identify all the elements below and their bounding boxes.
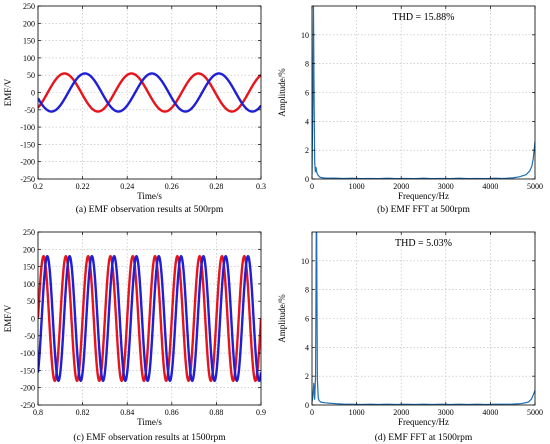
x-axis-label: Frequency/Hz bbox=[398, 417, 449, 427]
y-axis-label: EMF/V bbox=[3, 304, 13, 332]
x-tick-label: 0.9 bbox=[256, 408, 266, 417]
y-tick-label: 200 bbox=[23, 245, 35, 254]
y-tick-label: 50 bbox=[27, 297, 35, 306]
x-tick-label: 4000 bbox=[482, 408, 498, 417]
y-tick-label: 100 bbox=[23, 280, 35, 289]
y-tick-label: 4 bbox=[305, 117, 309, 126]
y-tick-label: -250 bbox=[20, 175, 35, 184]
panel-caption: (b) EMF FFT at 500rpm bbox=[377, 204, 470, 215]
y-tick-label: -200 bbox=[20, 158, 35, 167]
y-tick-label: 0 bbox=[31, 89, 35, 98]
x-tick-label: 5000 bbox=[527, 182, 543, 191]
y-tick-label: 50 bbox=[27, 71, 35, 80]
y-tick-label: 0 bbox=[305, 175, 309, 184]
x-tick-label: 0.2 bbox=[33, 182, 43, 191]
x-tick-label: 2000 bbox=[393, 408, 409, 417]
series-line-1 bbox=[312, 232, 535, 405]
x-axis-label: Time/s bbox=[137, 191, 162, 201]
y-tick-label: -200 bbox=[20, 384, 35, 393]
x-tick-label: 0 bbox=[310, 182, 314, 191]
thd-annotation: THD = 5.03% bbox=[395, 238, 452, 249]
y-tick-label: -100 bbox=[20, 349, 35, 358]
x-tick-label: 4000 bbox=[482, 182, 498, 191]
x-tick-label: 0 bbox=[310, 408, 314, 417]
x-tick-label: 0.88 bbox=[209, 408, 223, 417]
y-tick-label: 2 bbox=[305, 372, 309, 381]
x-tick-label: 5000 bbox=[527, 408, 543, 417]
x-tick-label: 2000 bbox=[393, 182, 409, 191]
y-tick-label: 8 bbox=[305, 60, 309, 69]
y-tick-label: 4 bbox=[305, 343, 309, 352]
y-axis-label: Amplitude/% bbox=[277, 68, 287, 117]
x-axis-label: Frequency/Hz bbox=[398, 191, 449, 201]
y-tick-label: -100 bbox=[20, 123, 35, 132]
y-tick-label: 8 bbox=[305, 286, 309, 295]
y-tick-label: 150 bbox=[23, 263, 35, 272]
y-tick-label: 10 bbox=[301, 257, 309, 266]
y-tick-label: 6 bbox=[305, 89, 309, 98]
y-tick-label: 10 bbox=[301, 31, 309, 40]
panel-caption: (d) EMF FFT at 1500rpm bbox=[375, 432, 473, 443]
thd-annotation: THD = 15.88% bbox=[392, 12, 454, 23]
series-line-2 bbox=[38, 72, 261, 113]
y-axis-label: EMF/V bbox=[3, 78, 13, 106]
y-tick-label: -150 bbox=[20, 140, 35, 149]
y-tick-label: 0 bbox=[31, 315, 35, 324]
x-tick-label: 1000 bbox=[349, 182, 365, 191]
x-tick-label: 0.28 bbox=[209, 182, 223, 191]
x-tick-label: 0.82 bbox=[76, 408, 90, 417]
y-tick-label: 0 bbox=[305, 401, 309, 410]
y-tick-label: -150 bbox=[20, 366, 35, 375]
panel-caption: (c) EMF observation results at 1500rpm bbox=[73, 432, 226, 443]
y-tick-label: 2 bbox=[305, 146, 309, 155]
x-tick-label: 3000 bbox=[438, 408, 454, 417]
y-tick-label: -50 bbox=[24, 106, 35, 115]
x-tick-label: 0.3 bbox=[256, 182, 266, 191]
y-tick-label: 6 bbox=[305, 315, 309, 324]
y-tick-label: 200 bbox=[23, 19, 35, 28]
x-tick-label: 1000 bbox=[349, 408, 365, 417]
y-tick-label: 100 bbox=[23, 54, 35, 63]
y-tick-label: 250 bbox=[23, 2, 35, 11]
y-axis-label: Amplitude/% bbox=[277, 294, 287, 343]
x-axis-label: Time/s bbox=[137, 417, 162, 427]
x-tick-label: 0.84 bbox=[120, 408, 134, 417]
y-tick-label: -50 bbox=[24, 332, 35, 341]
x-tick-label: 0.8 bbox=[33, 408, 43, 417]
y-tick-label: -250 bbox=[20, 401, 35, 410]
x-tick-label: 0.24 bbox=[120, 182, 134, 191]
y-tick-label: 250 bbox=[23, 228, 35, 237]
series-line-2 bbox=[38, 255, 261, 382]
x-tick-label: 0.26 bbox=[165, 182, 179, 191]
panel-caption: (a) EMF observation results at 500rpm bbox=[76, 204, 224, 215]
y-tick-label: 150 bbox=[23, 37, 35, 46]
x-tick-label: 3000 bbox=[438, 182, 454, 191]
x-tick-label: 0.22 bbox=[76, 182, 90, 191]
x-tick-label: 0.86 bbox=[165, 408, 179, 417]
